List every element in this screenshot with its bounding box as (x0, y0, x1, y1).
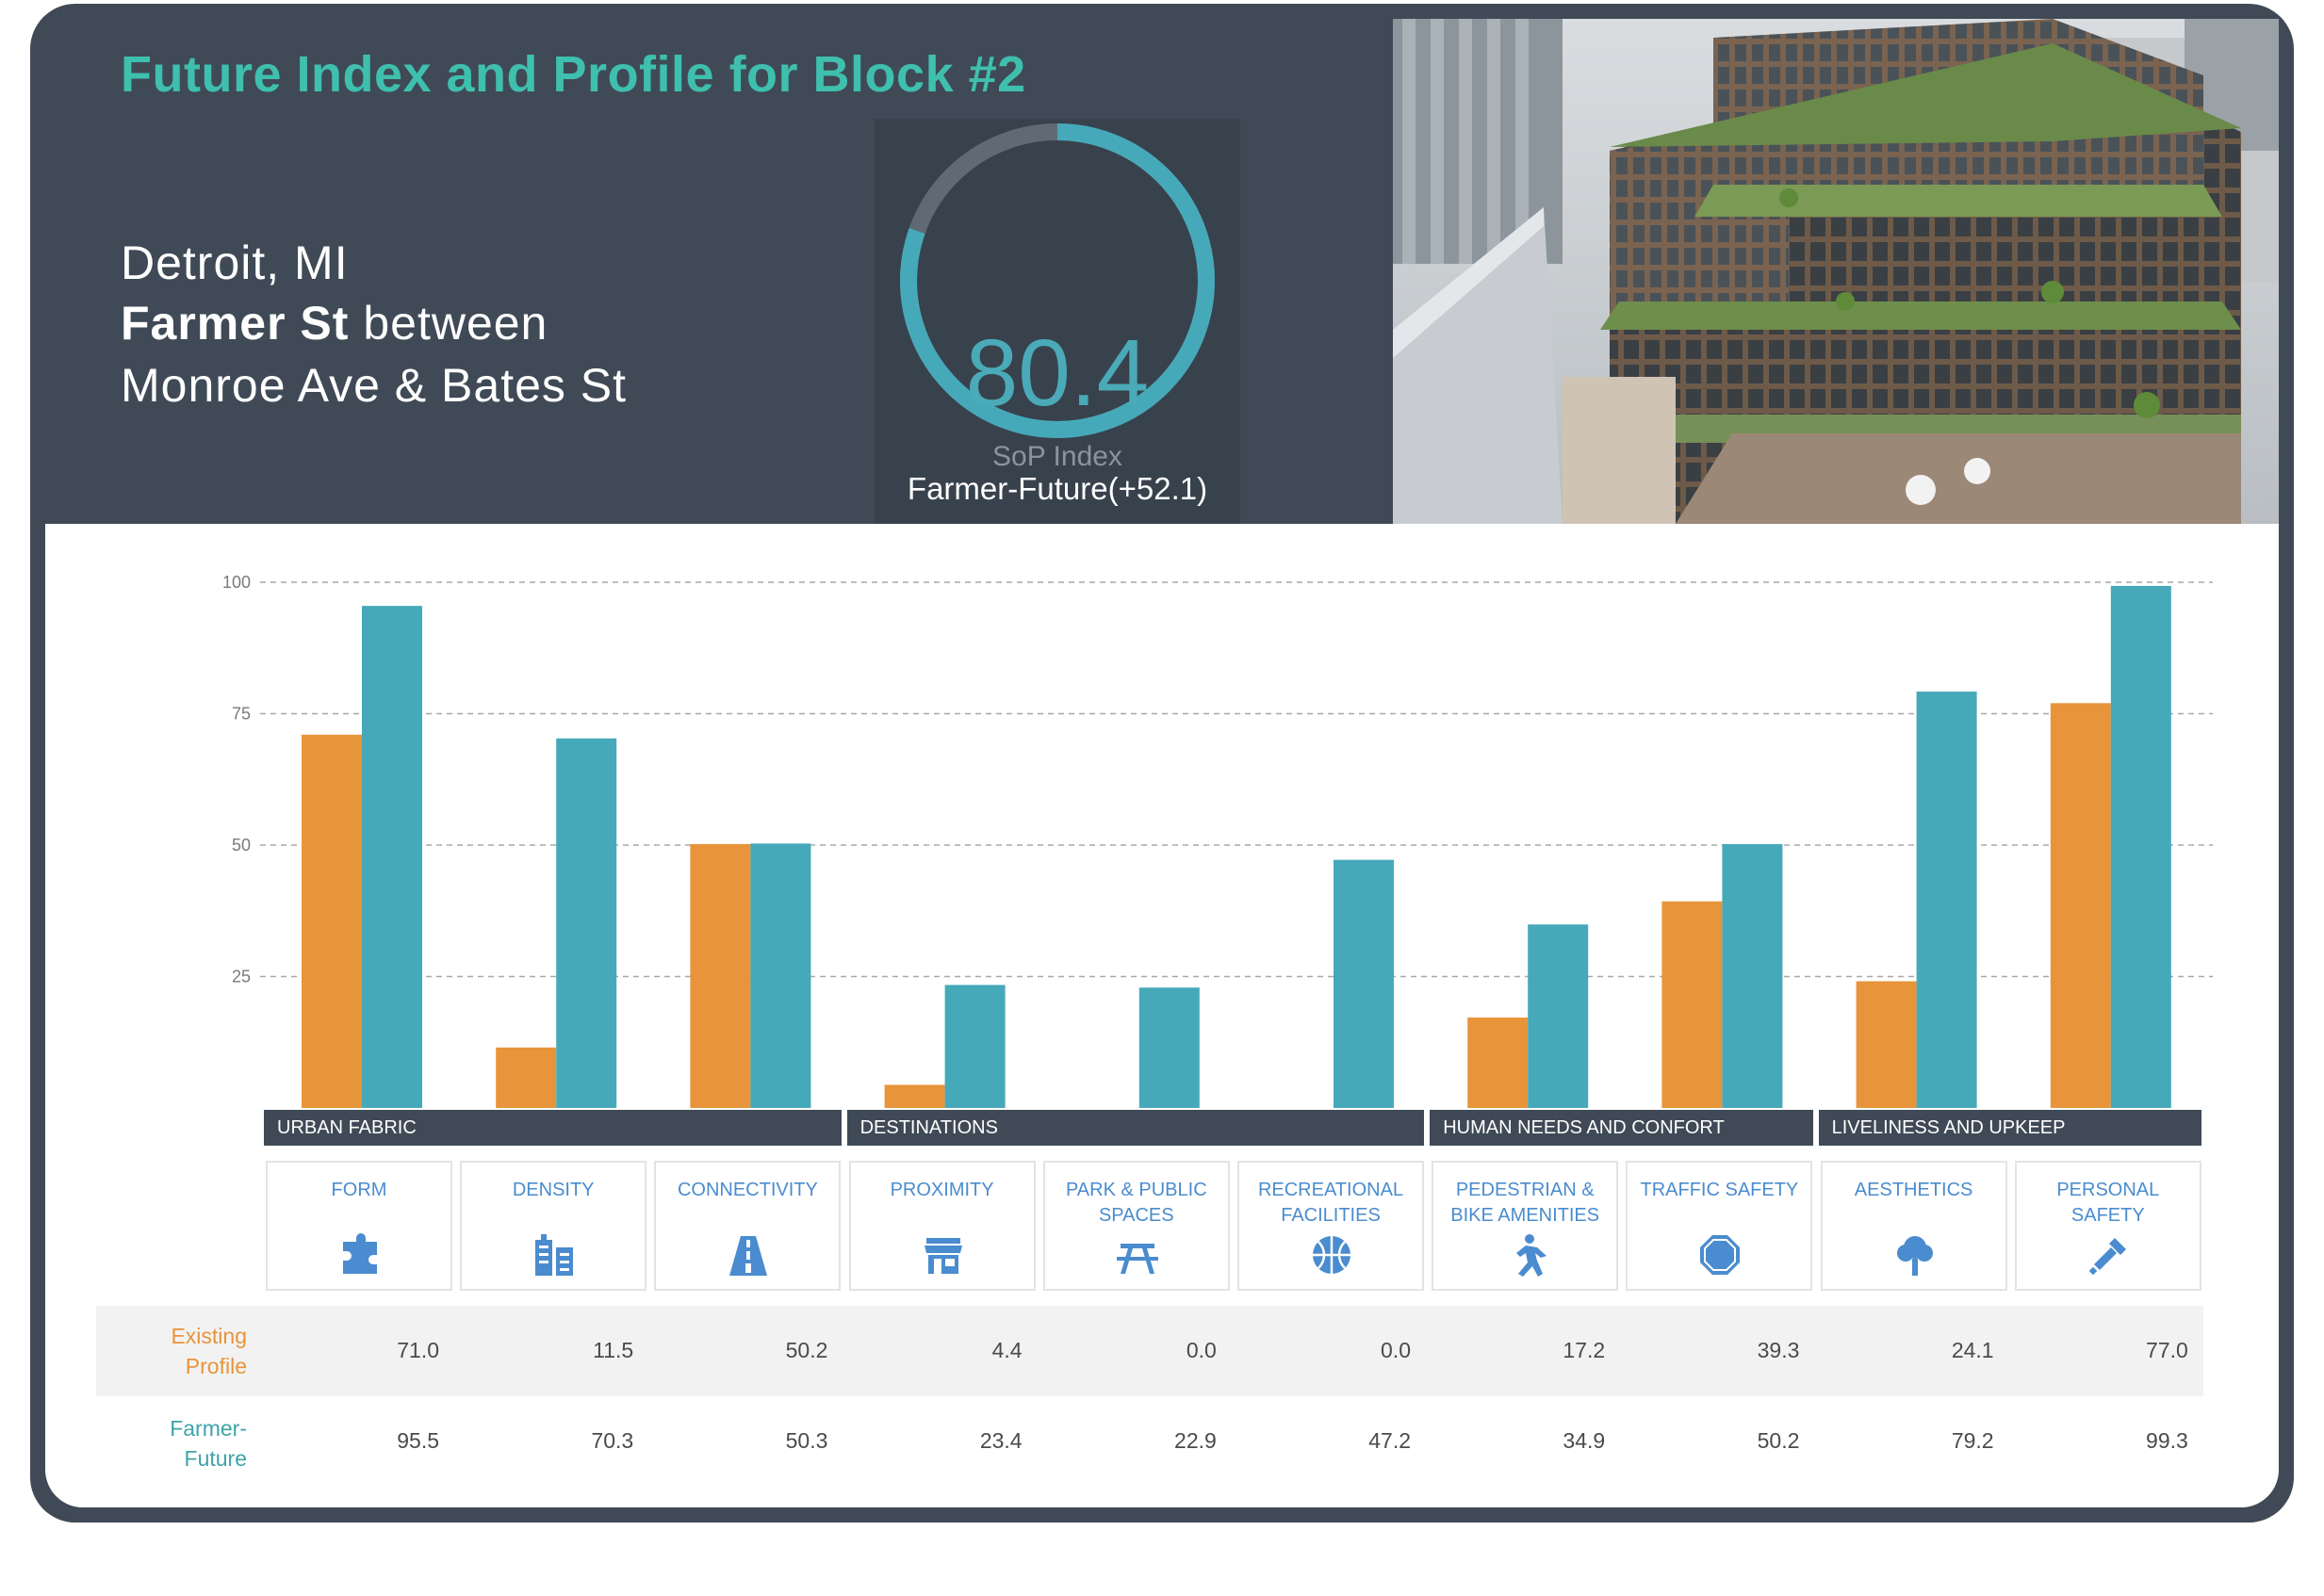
future-value-cell: 99.3 (2146, 1428, 2188, 1453)
block-rendering-photo (1393, 19, 2279, 524)
subcategory-label: CONNECTIVITY (677, 1180, 818, 1200)
existing-value-cell: 24.1 (1951, 1338, 1994, 1362)
existing-bar (1467, 1018, 1529, 1108)
existing-bar (2050, 703, 2111, 1108)
existing-value-cell: 0.0 (1186, 1338, 1217, 1362)
street-name: Farmer St (121, 297, 350, 350)
subcategory-label: PROXIMITY (890, 1180, 994, 1200)
existing-value-cell: 71.0 (397, 1338, 439, 1362)
subcategory-label: PERSONAL SAFETY (2056, 1180, 2160, 1226)
category-banner: LIVELINESS AND UPKEEP (1818, 1110, 2201, 1146)
gauge-progress-arc (900, 123, 1215, 438)
subcategory-aesthetics: AESTHETICS (1820, 1161, 2007, 1291)
existing-bar (302, 734, 362, 1108)
city-label: Detroit, MI (121, 236, 349, 289)
street-label: Farmer St between (121, 296, 548, 350)
future-bar (362, 606, 422, 1108)
subcategory-proximity: PROXIMITY (848, 1161, 1036, 1291)
subcategory-pedestrian-bike-amenities: PEDESTRIAN & BIKE AMENITIES (1432, 1161, 1619, 1291)
future-bar (1138, 987, 1200, 1108)
street-between: between (349, 297, 548, 350)
subcategory-density: DENSITY (460, 1161, 647, 1291)
existing-bar (1661, 901, 1723, 1108)
y-tick-label: 100 (222, 573, 251, 592)
category-banner: HUMAN NEEDS AND CONFORT (1430, 1110, 1813, 1146)
row-label-future-line1: Farmer- (170, 1416, 247, 1441)
existing-value-cell: 11.5 (593, 1338, 634, 1362)
row-label-existing: Existing Profile (96, 1321, 247, 1381)
existing-bar (1856, 981, 1917, 1108)
future-bar (2110, 585, 2171, 1108)
road-icon (726, 1232, 771, 1278)
existing-value-cell: 77.0 (2146, 1338, 2188, 1362)
existing-value-cell: 39.3 (1757, 1338, 1800, 1362)
storefront-icon (921, 1232, 966, 1278)
subcategory-label: DENSITY (512, 1180, 595, 1200)
y-tick-label: 50 (232, 836, 251, 855)
future-bar (944, 985, 1006, 1108)
row-label-future-line2: Future (184, 1446, 247, 1471)
flashlight-icon (2087, 1232, 2132, 1278)
subcategory-connectivity: CONNECTIVITY (654, 1161, 842, 1291)
existing-value-cell: 0.0 (1381, 1338, 1411, 1362)
puzzle-icon (337, 1232, 383, 1278)
future-bar (1916, 692, 1977, 1108)
existing-bar (690, 843, 751, 1108)
future-value-cell: 34.9 (1563, 1428, 1606, 1453)
future-bar (1722, 843, 1783, 1108)
future-value-cell: 23.4 (979, 1428, 1023, 1453)
subcategory-recreational-facilities: RECREATIONAL FACILITIES (1237, 1161, 1424, 1291)
octagon-icon (1697, 1232, 1743, 1278)
future-value-cell: 47.2 (1368, 1428, 1411, 1453)
subcategory-label: PEDESTRIAN & BIKE AMENITIES (1450, 1180, 1600, 1226)
category-banner: URBAN FABRIC (264, 1110, 842, 1146)
row-label-future: Farmer- Future (96, 1413, 247, 1474)
existing-value-cell: 17.2 (1563, 1338, 1606, 1362)
picnic-table-icon (1115, 1232, 1160, 1278)
basketball-icon (1309, 1232, 1354, 1278)
sop-index-gauge: 80.4 SoP Index (875, 119, 1240, 524)
tree-icon (1892, 1232, 1938, 1278)
future-bar (1334, 859, 1394, 1108)
existing-row-band (96, 1306, 2203, 1396)
future-value-cell: 22.9 (1174, 1428, 1217, 1453)
subcategory-label: RECREATIONAL FACILITIES (1257, 1180, 1404, 1226)
future-bar (750, 843, 811, 1108)
buildings-icon (532, 1232, 577, 1278)
subcategory-label: FORM (331, 1180, 387, 1200)
pedestrian-icon (1503, 1232, 1548, 1278)
gauge-label: SoP Index (992, 441, 1122, 472)
subcategory-label: AESTHETICS (1854, 1180, 1973, 1200)
future-value-cell: 79.2 (1951, 1428, 1994, 1453)
existing-value-cell: 50.2 (785, 1338, 828, 1362)
existing-value-cell: 4.4 (991, 1338, 1023, 1362)
subcategory-label: TRAFFIC SAFETY (1640, 1180, 1799, 1200)
gauge-ring (900, 123, 1215, 438)
existing-bar (496, 1047, 557, 1108)
subcategory-personal-safety: PERSONAL SAFETY (2014, 1161, 2201, 1291)
existing-bar (884, 1084, 945, 1108)
future-value-cell: 70.3 (591, 1428, 634, 1453)
future-value-cell: 50.2 (1757, 1428, 1800, 1453)
y-tick-label: 75 (232, 705, 251, 724)
future-bar (1528, 924, 1589, 1108)
bar-chart: 25 50 75 100 (222, 573, 2213, 1108)
future-value-cell: 95.5 (397, 1428, 439, 1453)
subcategory-park-public-spaces: PARK & PUBLIC SPACES (1042, 1161, 1230, 1291)
gauge-caption: Farmer-Future(+52.1) (907, 471, 1208, 506)
row-label-existing-line2: Profile (185, 1354, 247, 1378)
y-tick-label: 25 (232, 968, 251, 986)
subcategory-traffic-safety: TRAFFIC SAFETY (1626, 1161, 1813, 1291)
subcategory-label: PARK & PUBLIC SPACES (1065, 1180, 1207, 1226)
future-value-cell: 50.3 (785, 1428, 828, 1453)
row-label-existing-line1: Existing (171, 1324, 247, 1348)
category-banner: DESTINATIONS (846, 1110, 1425, 1146)
gauge-value: 80.4 (965, 320, 1150, 426)
subcategory-form: FORM (266, 1161, 452, 1291)
building-illustration (1393, 19, 2279, 524)
page-title: Future Index and Profile for Block #2 (121, 46, 1026, 103)
cross-streets-label: Monroe Ave & Bates St (121, 359, 628, 412)
future-bar (556, 738, 617, 1108)
